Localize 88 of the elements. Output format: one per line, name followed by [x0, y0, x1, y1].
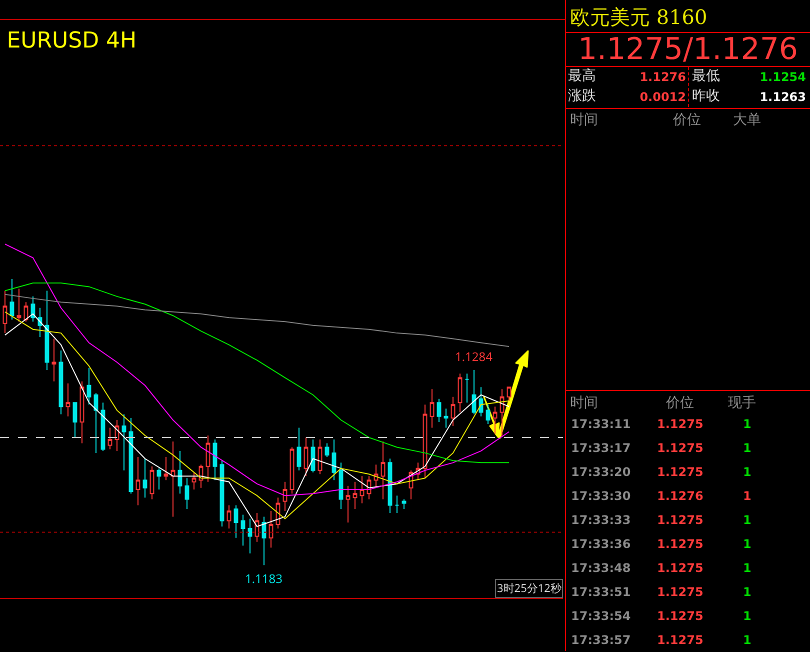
candlestick — [122, 414, 126, 471]
candlestick — [374, 464, 378, 488]
candlestick — [16, 288, 22, 322]
text: 最高 — [568, 67, 596, 85]
candlestick — [450, 396, 456, 427]
text: 17:33:36 1.1275 1 — [571, 537, 752, 551]
candlestick — [164, 456, 168, 481]
text: 17:33:17 1.1275 1 — [571, 441, 752, 455]
text: 涨跌 — [568, 87, 596, 105]
candlestick — [2, 290, 8, 334]
text: 17:33:57 1.1275 1 — [571, 633, 752, 647]
text: 17:33:20 1.1275 1 — [571, 465, 752, 479]
text: 17:33:30 1.1276 1 — [571, 489, 752, 503]
candlestick — [346, 485, 350, 523]
candlestick — [436, 398, 442, 423]
candlestick — [304, 436, 308, 477]
candlestick — [206, 434, 210, 482]
candlestick — [10, 278, 14, 320]
text: 现手 — [728, 394, 756, 412]
candlestick — [108, 427, 112, 450]
annotation: 1.1284 — [455, 348, 493, 365]
candlestick — [324, 442, 330, 458]
text: 价位 — [666, 394, 694, 412]
text: 17:33:11 1.1275 1 — [571, 417, 752, 431]
candlestick — [486, 404, 490, 425]
candlestick — [58, 350, 64, 415]
candlestick — [472, 369, 476, 415]
candlestick — [86, 367, 92, 406]
candlestick — [80, 380, 84, 444]
candlestick — [240, 514, 246, 546]
annotation: 1.1183 — [245, 570, 283, 587]
candlestick — [248, 518, 252, 554]
candlestick — [262, 516, 266, 566]
candlestick — [430, 388, 434, 428]
text: 0.0012 — [638, 90, 686, 104]
candlestick — [184, 478, 190, 510]
text: 1.1263 — [760, 90, 806, 104]
candlestick — [142, 458, 148, 498]
text: 1.1276 — [638, 70, 686, 84]
candlestick — [464, 373, 470, 404]
text: 1.1275/1.1276 — [576, 32, 800, 67]
candlestick — [296, 427, 302, 471]
candlestick — [170, 440, 176, 518]
candlestick — [66, 382, 70, 417]
candlestick — [458, 373, 462, 413]
text: 欧元美元 8160 — [570, 4, 708, 31]
text: 时间 — [570, 394, 598, 412]
candlestick — [352, 481, 358, 510]
candlestick — [492, 406, 498, 434]
candlestick — [234, 504, 238, 538]
candlestick — [72, 402, 78, 438]
text: 17:33:54 1.1275 1 — [571, 609, 752, 623]
candlestick — [380, 440, 386, 500]
candlestick — [444, 408, 448, 428]
text: 3时25分12秒 — [497, 581, 562, 596]
candlestick — [402, 498, 406, 510]
candlestick — [156, 468, 162, 490]
candlestick — [38, 307, 42, 338]
candlestick — [282, 481, 288, 512]
text: 价位 — [673, 111, 701, 129]
candlestick — [360, 476, 364, 504]
candlestick — [318, 438, 322, 475]
text: 昨收 — [692, 87, 720, 105]
text: 17:33:48 1.1275 1 — [571, 561, 752, 575]
candlestick — [332, 438, 336, 481]
candlestick — [506, 386, 512, 402]
candlestick — [338, 462, 344, 510]
candlestick — [52, 338, 56, 382]
candlestick — [290, 446, 294, 494]
text: 大单 — [733, 111, 761, 129]
candlestick — [212, 438, 218, 481]
candlestick — [178, 450, 182, 494]
candlestick — [136, 456, 140, 506]
candlestick — [94, 392, 98, 454]
candlestick — [44, 290, 50, 370]
text: 最低 — [692, 67, 720, 85]
candlestick — [226, 504, 232, 529]
candlestick — [192, 472, 196, 490]
candlestick — [268, 510, 274, 548]
candlestick — [500, 388, 504, 436]
text: 17:33:33 1.1275 1 — [571, 513, 752, 527]
text: 时间 — [570, 111, 598, 129]
candlestick — [150, 466, 154, 500]
chart-title: EURUSD 4H — [6, 28, 137, 54]
candlestick — [394, 495, 400, 514]
candlestick — [478, 386, 484, 417]
text: 17:33:51 1.1275 1 — [571, 585, 752, 599]
text: 1.1254 — [760, 70, 806, 84]
